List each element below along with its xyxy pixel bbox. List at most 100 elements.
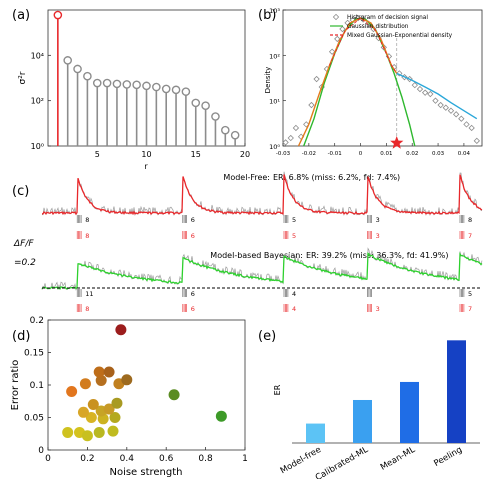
panel-a-stem-chart: r σ²r 5 10 15 20 10⁰ 10² 10⁴ — [18, 9, 250, 171]
spike-count-bottom: 8 — [85, 305, 89, 313]
histogram-point — [344, 19, 351, 27]
x-tick-label: 5 — [95, 150, 100, 159]
scatter-point — [121, 374, 133, 386]
scatter-point — [107, 425, 119, 437]
y-tick-label: 10² — [269, 52, 280, 60]
panel-b-ylabel: Density — [264, 67, 272, 94]
panel-c-scale-value: =0.2 — [14, 258, 36, 268]
scatter-point — [87, 399, 99, 410]
spike-count-top: 8 — [85, 216, 89, 224]
category-label: Model-free — [279, 445, 323, 476]
panel-d-ylabel: Error ratio — [10, 360, 21, 411]
x-tick-label: -0.03 — [276, 151, 291, 157]
x-tick-label: 0.04 — [458, 151, 471, 157]
scatter-point — [66, 386, 78, 397]
spike-count-top: 5 — [468, 290, 472, 298]
stem-marker — [132, 80, 141, 90]
x-tick-label: -0.01 — [328, 151, 342, 157]
panel-a-xlabel: r — [144, 162, 148, 171]
stem-marker — [171, 85, 181, 95]
panel-label-b: (b) — [258, 8, 276, 23]
spike-count-top: 6 — [191, 216, 195, 224]
spike-count-top: 8 — [468, 216, 472, 224]
x-tick-label: 0 — [359, 151, 363, 157]
histogram-point — [458, 115, 465, 122]
spike-count-bottom: 3 — [376, 232, 380, 240]
x-tick-label: 0.4 — [120, 454, 135, 464]
panel-label-c: (c) — [12, 184, 29, 199]
series-line-3 — [329, 17, 398, 74]
legend-label: Gaussian distribution — [347, 24, 409, 30]
panel-c-row2-stats: ER: 39.2% (miss: 36.3%, fd: 41.9%) — [306, 251, 448, 260]
x-tick-label: 0 — [45, 454, 51, 464]
spike-count-top: 5 — [292, 216, 296, 224]
stem-marker — [181, 87, 191, 96]
legend-label: Histrgram of decision signal — [347, 15, 428, 21]
x-tick-label: 0.01 — [380, 151, 392, 157]
fitted-trace — [41, 252, 483, 290]
spike-count-bottom: 6 — [191, 232, 195, 240]
panel-d-xlabel: Noise strength — [109, 467, 182, 478]
category-label: Peeling — [432, 445, 464, 469]
x-tick-label: 0.2 — [80, 454, 94, 464]
histogram-point — [463, 121, 470, 128]
panel-c-scale-label: ΔF/F — [13, 239, 34, 249]
y-tick-label: 10⁰ — [31, 142, 44, 151]
y-tick-label: 0 — [38, 446, 44, 456]
stem-marker — [161, 84, 171, 94]
histogram-point — [416, 85, 424, 93]
histogram-point — [334, 35, 341, 43]
legend-marker — [332, 13, 340, 21]
panel-label-d: (d) — [12, 329, 30, 344]
spike-count-top: 6 — [191, 290, 195, 298]
stem-marker — [211, 112, 220, 121]
threshold-star-marker — [390, 136, 404, 149]
category-label: Mean-ML — [379, 445, 417, 473]
panel-c-row1-stats: ER: 6.8% (miss: 6.2%, fd: 7.4%) — [273, 173, 400, 182]
stem-marker — [102, 78, 112, 88]
y-tick-label: 10⁴ — [31, 51, 44, 60]
panel-label-a: (a) — [12, 8, 30, 23]
stem-marker — [201, 101, 210, 110]
scatter-point — [62, 426, 74, 438]
scatter-point — [103, 403, 115, 415]
panel-b-frame — [282, 9, 483, 147]
stem-marker — [152, 82, 161, 92]
bar — [400, 381, 419, 443]
spike-count-top: 3 — [376, 216, 380, 224]
spike-count-bottom: 4 — [292, 305, 296, 313]
series-line-2 — [297, 17, 398, 147]
panel-a-ylabel: σ²r — [18, 71, 28, 84]
legend-label: Mixed Gaussian-Exponential density — [347, 33, 453, 39]
stem-marker — [230, 130, 240, 140]
stem-marker — [122, 80, 132, 89]
spike-count-bottom: 5 — [292, 232, 296, 240]
stem-marker — [53, 10, 63, 20]
histogram-point — [468, 124, 475, 132]
y-tick-label: 0.15 — [24, 349, 44, 359]
stem-marker — [142, 81, 151, 91]
histogram-point — [427, 90, 434, 98]
stem-marker — [220, 125, 230, 135]
scatter-point — [93, 366, 105, 378]
panel-c-row2-title: Model-based Bayesian: — [210, 251, 303, 260]
series-line-4 — [396, 72, 478, 120]
spike-count-top: 11 — [85, 290, 93, 298]
scatter-point — [215, 410, 227, 422]
scatter-point — [168, 389, 180, 401]
histogram-point — [287, 134, 294, 142]
panel-e-ylabel: ER — [273, 384, 282, 395]
histogram-point — [452, 111, 460, 118]
scatter-point — [77, 406, 89, 418]
histogram-point — [442, 104, 449, 111]
x-tick-label: 1 — [242, 454, 248, 464]
stem-marker — [112, 79, 122, 89]
x-tick-label: 0.8 — [198, 454, 213, 464]
x-tick-label: 0.02 — [406, 151, 418, 157]
category-label: Calibrated-ML — [314, 445, 370, 479]
panel-b-density-chart: Density -0.03 -0.02 -0.01 0 0.01 0.02 0.03 0.04… — [264, 7, 483, 157]
histogram-point — [370, 25, 377, 33]
spike-count-bottom: 7 — [468, 232, 472, 240]
